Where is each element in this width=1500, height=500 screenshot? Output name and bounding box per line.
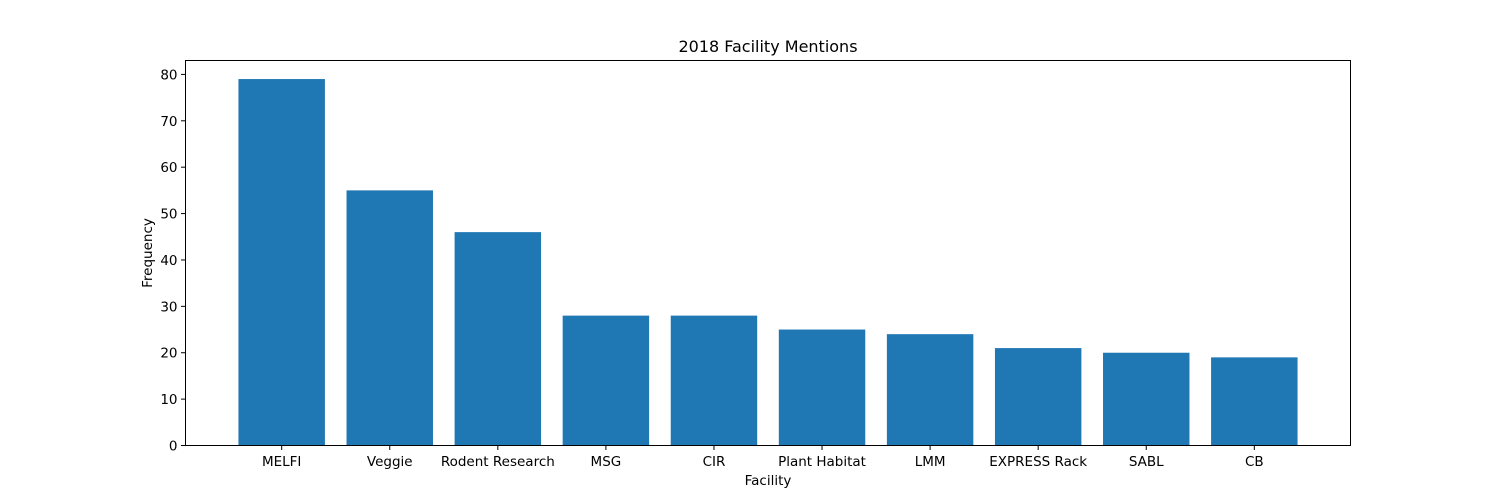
y-tick-label: 20 bbox=[160, 346, 177, 362]
bar-veggie bbox=[346, 190, 433, 446]
y-tick-label: 70 bbox=[160, 114, 177, 130]
chart-title: 2018 Facility Mentions bbox=[678, 37, 857, 56]
x-tick-label: Veggie bbox=[367, 454, 413, 470]
y-tick-label: 50 bbox=[160, 207, 177, 223]
x-axis-label: Facility bbox=[745, 473, 792, 489]
y-tick-label: 80 bbox=[160, 67, 177, 83]
x-tick-label: Rodent Research bbox=[441, 454, 555, 470]
bar-express-rack bbox=[994, 348, 1082, 446]
x-tick-label: MSG bbox=[591, 454, 622, 470]
bar-cb bbox=[1211, 357, 1298, 446]
y-tick-label: 40 bbox=[160, 253, 177, 269]
x-tick-label: CIR bbox=[703, 454, 726, 470]
y-tick-label: 0 bbox=[169, 439, 178, 455]
x-tick-label: CB bbox=[1245, 454, 1264, 470]
x-tick-label: LMM bbox=[915, 454, 946, 470]
x-axis-ticks: MELFI Veggie Rodent Research MSG CIR Plant Ha… bbox=[262, 445, 1264, 470]
bar-msg bbox=[562, 315, 650, 446]
y-tick-label: 30 bbox=[160, 299, 177, 315]
y-tick-label: 10 bbox=[160, 392, 177, 408]
bar-melfi bbox=[238, 79, 325, 446]
x-tick-label: SABL bbox=[1129, 454, 1164, 470]
bar-rodent-research bbox=[454, 232, 542, 446]
bars-group bbox=[238, 79, 1298, 446]
bar-lmm bbox=[886, 334, 974, 446]
y-tick-label: 60 bbox=[160, 160, 177, 176]
bar-sabl bbox=[1103, 352, 1190, 446]
plot-frame bbox=[185, 60, 1351, 446]
bar-plant-habitat bbox=[778, 329, 866, 446]
y-axis-label: Frequency bbox=[140, 218, 156, 288]
x-tick-label: MELFI bbox=[262, 454, 301, 470]
x-tick-label: Plant Habitat bbox=[778, 454, 866, 470]
x-tick-label: EXPRESS Rack bbox=[989, 454, 1087, 470]
bar-cir bbox=[670, 315, 758, 446]
y-axis-ticks: 0 10 20 30 40 50 60 70 80 bbox=[160, 67, 186, 455]
